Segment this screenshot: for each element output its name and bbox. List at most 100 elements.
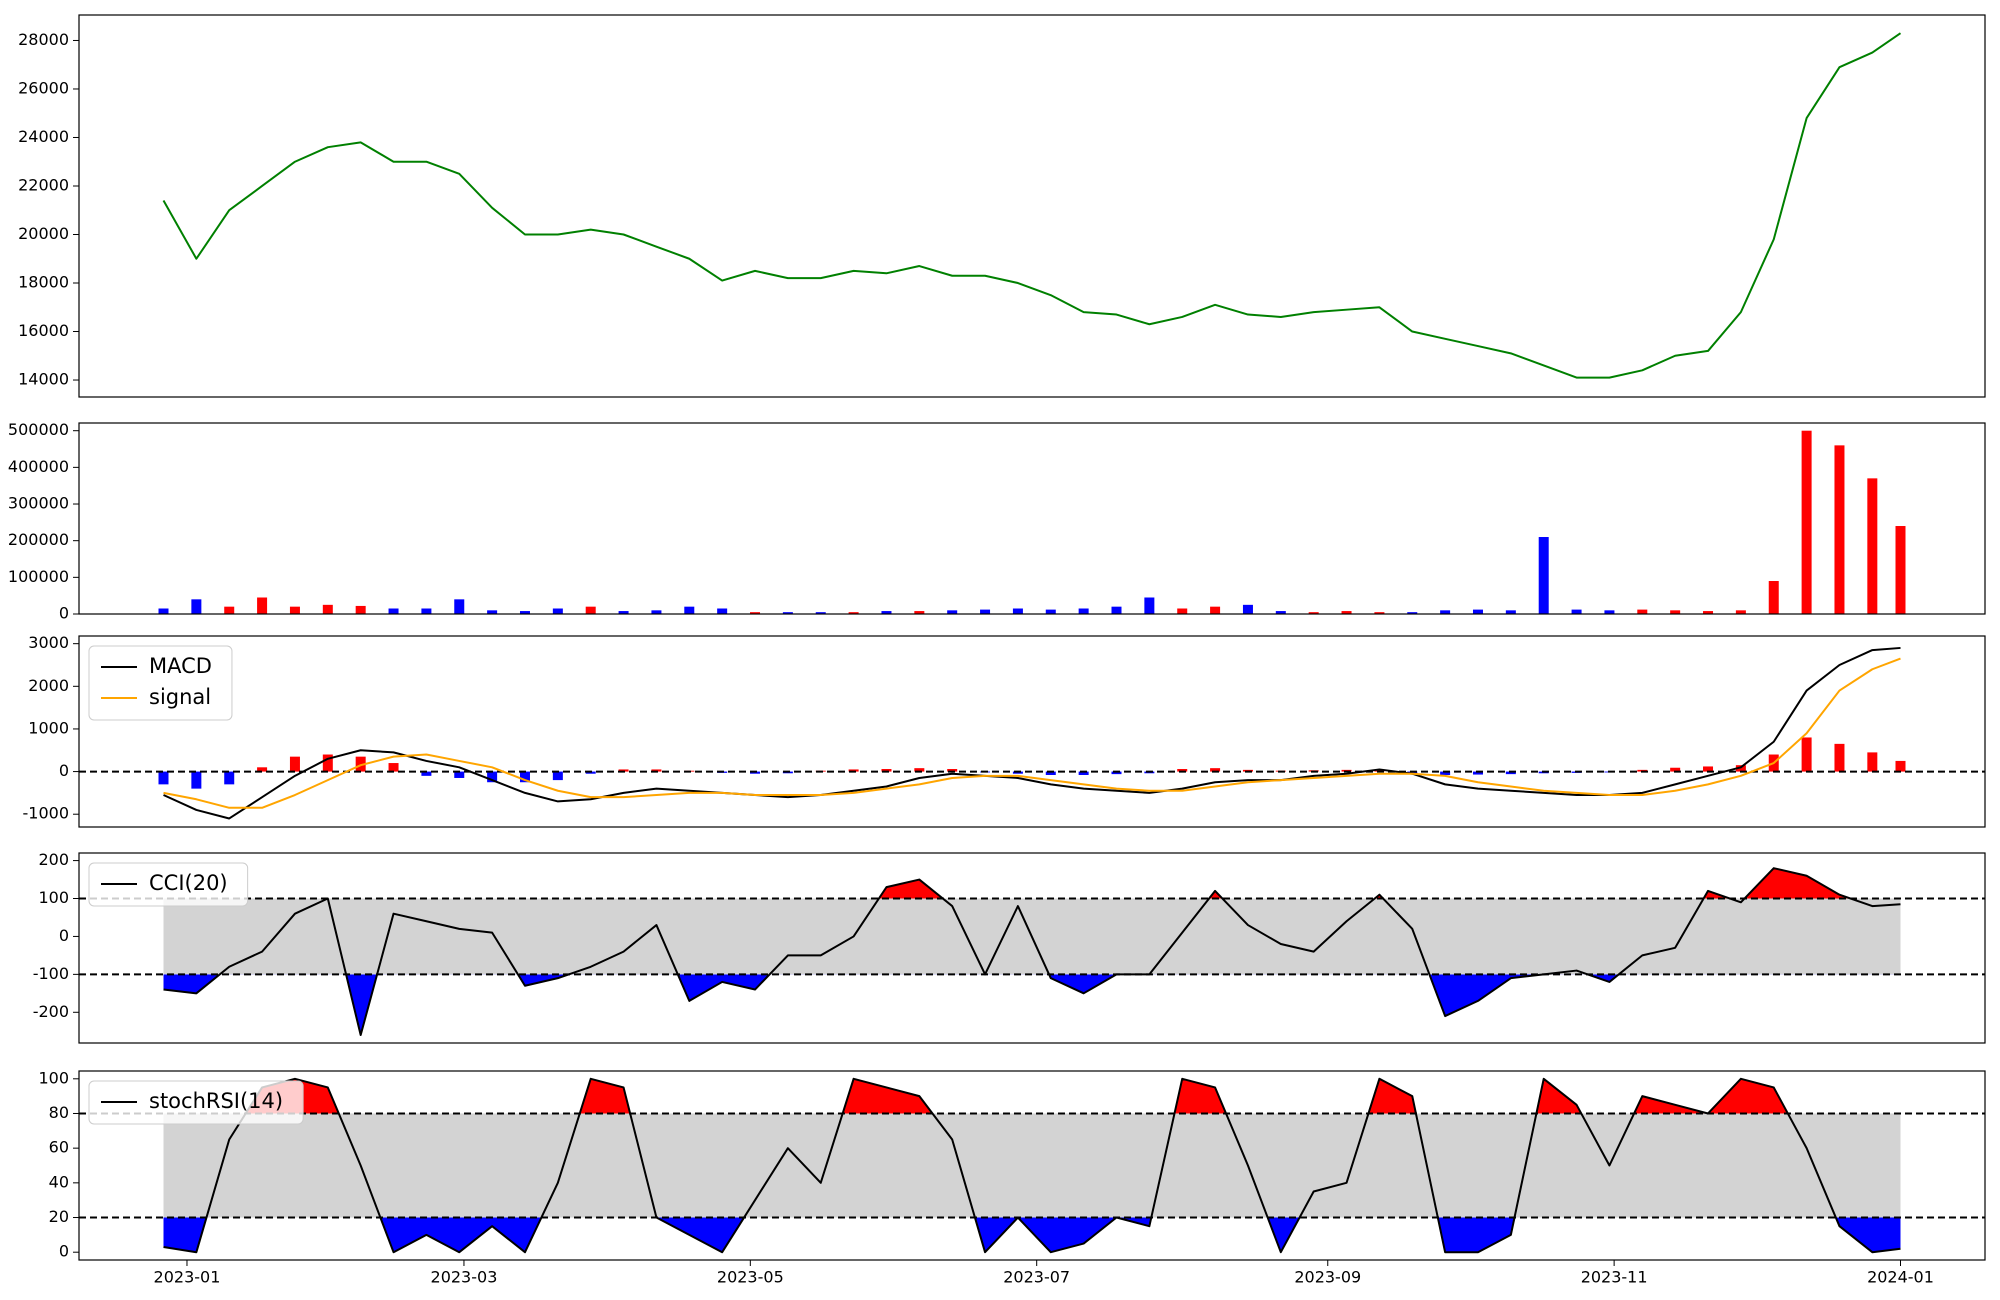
series-line [163,867,1901,1037]
volume-bar [651,610,662,614]
axes-frame [78,852,1986,1044]
y-tick-label: 20 [49,1207,69,1226]
legend-label: signal [149,685,211,709]
plot-area [79,1077,1985,1254]
volume-bar [1308,612,1319,614]
axes-frame [78,1070,1986,1261]
x-tick-label: 2023-07 [1003,1268,1070,1287]
volume-bar [585,606,596,614]
volume-bar [1374,612,1385,614]
x-tick-label: 2023-09 [1294,1268,1361,1287]
overbought-area [878,868,1851,899]
y-tick-label: 400000 [8,457,69,476]
histogram-bar [454,771,465,778]
y-tick-label: 0 [59,604,69,623]
histogram-bar [1895,760,1906,772]
histogram-bar [388,763,399,772]
legend-box [88,862,249,907]
volume-bar [947,610,958,614]
y-tick-label: 300000 [8,494,69,513]
volume-bar [388,608,399,614]
x-tick-label: 2023-01 [154,1268,221,1287]
y-tick-label: 0 [59,1242,69,1261]
volume-bar [1472,609,1483,614]
volume-bar [552,608,563,614]
volume-bar [1768,581,1779,614]
volume-bar [1275,611,1286,614]
y-tick-label: 26000 [18,78,69,97]
volume-bar [1801,430,1812,614]
volume-bar [454,599,465,614]
volume-bar [815,612,826,614]
oversold-area [163,974,1619,1036]
histogram-bar [257,767,268,772]
histogram-bar [487,771,498,783]
y-tick-label: 40 [49,1172,69,1191]
histogram-bar [1735,765,1746,772]
plot-area [158,430,1906,614]
volume-bar [684,606,695,614]
volume-bar [1341,611,1352,614]
y-tick-label: 200000 [8,530,69,549]
y-tick-label: 18000 [18,273,69,292]
volume-bar [1144,597,1155,614]
axes-frame [78,14,1986,398]
histogram-bar [848,769,859,772]
y-tick-label: 20000 [18,224,69,243]
volume-bar [1177,608,1188,614]
volume-bar [1012,608,1023,614]
price-line [162,32,1902,379]
y-tick-label: -200 [33,1002,69,1021]
x-tick-label: 2023-11 [1581,1268,1648,1287]
legend-box [88,1080,304,1125]
histogram-bar [651,769,662,772]
x-tick-label: 2023-03 [431,1268,498,1287]
axes-frame [78,635,1986,828]
volume-bar [1078,608,1089,614]
volume-bar [1703,611,1714,614]
volume-bar [519,611,530,614]
x-tick-label: 2024-01 [1867,1268,1934,1287]
y-tick-label: 100000 [8,567,69,586]
histogram-bar [1177,769,1188,772]
y-tick-label: 24000 [18,127,69,146]
y-tick-label: 3000 [28,633,69,652]
y-tick-label: 500000 [8,420,69,439]
y-tick-label: 22000 [18,175,69,194]
histogram-bar [224,771,235,785]
y-tick-label: 1000 [28,718,69,737]
series-line [163,1077,1901,1254]
histogram-bar [552,771,563,781]
volume-bar [1895,526,1906,614]
y-tick-label: 16000 [18,321,69,340]
volume-bar [1670,610,1681,614]
histogram-bar [1801,737,1812,772]
legend: MACD signal [88,645,233,721]
histogram-bar [750,771,761,774]
volume-bar [750,612,761,614]
volume-bar [1505,610,1516,614]
volume-bar [1834,445,1845,614]
volume-bar [158,608,169,614]
volume-bar [1538,537,1549,614]
plot-area [79,867,1985,1037]
histogram-bar [585,771,596,774]
histogram-bar [191,771,202,789]
overbought-area [163,1078,1901,1114]
volume-bar [322,604,333,614]
plot-area [79,646,1985,820]
volume-bar [289,606,300,614]
y-tick-label: 28000 [18,30,69,49]
volume-bar [421,608,432,614]
histogram-bar [158,771,169,785]
histogram-bar [1505,771,1516,775]
histogram-bar [618,769,629,772]
volume-bar [1210,606,1221,614]
y-tick-label: 14000 [18,370,69,389]
volume-bar [1242,604,1253,614]
volume-bar [257,597,268,614]
histogram-bar [289,756,300,772]
histogram-bar [1045,771,1056,775]
legend: stochRSI(14) [88,1080,304,1125]
